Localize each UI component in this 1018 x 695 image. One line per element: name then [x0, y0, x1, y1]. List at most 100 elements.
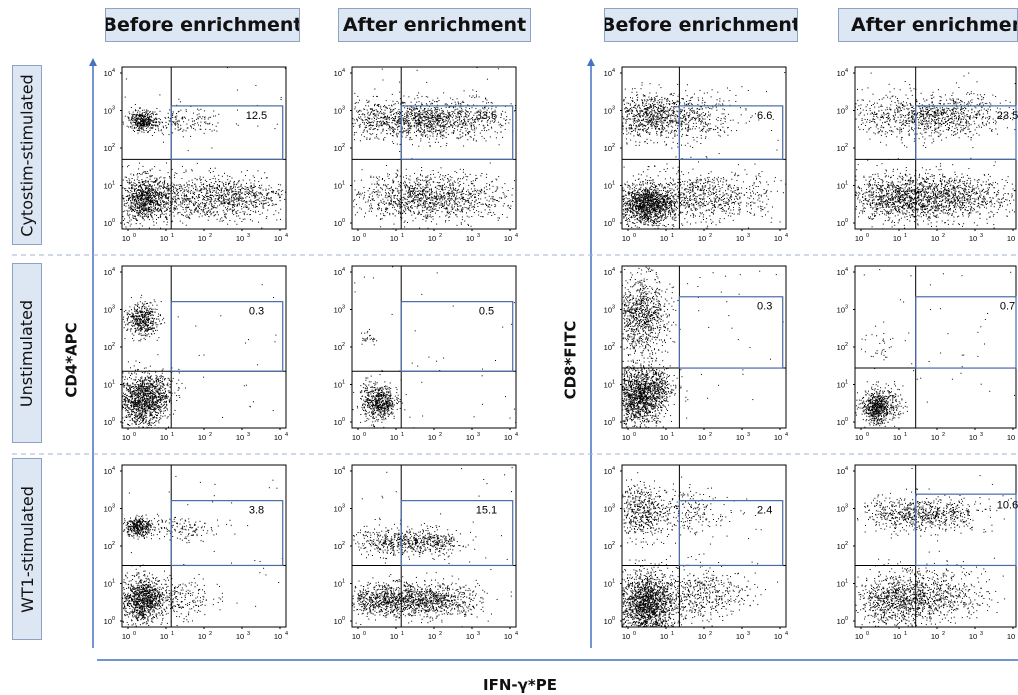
event-dot — [214, 188, 215, 189]
event-dot — [399, 151, 400, 152]
event-dot — [480, 133, 481, 134]
event-dot — [448, 205, 449, 206]
event-dot — [405, 123, 406, 124]
event-dot — [442, 118, 443, 119]
event-dot — [436, 192, 437, 193]
event-dot — [505, 123, 506, 124]
event-dot — [397, 198, 398, 199]
event-dot — [147, 124, 148, 125]
event-dot — [437, 125, 438, 126]
event-dot — [216, 201, 217, 202]
event-dot — [410, 202, 411, 203]
event-dot — [203, 209, 204, 210]
event-dot — [175, 172, 176, 173]
event-dot — [193, 113, 194, 114]
event-dot — [450, 115, 451, 116]
event-dot — [408, 187, 409, 188]
event-dot — [413, 211, 414, 212]
event-dot — [137, 124, 138, 125]
event-dot — [454, 206, 455, 207]
event-dot — [261, 197, 262, 198]
event-dot — [205, 195, 206, 196]
event-dot — [183, 209, 184, 210]
event-dot — [167, 193, 168, 194]
event-dot — [457, 210, 458, 211]
event-dot — [261, 178, 262, 179]
event-dot — [431, 110, 432, 111]
event-dot — [389, 118, 390, 119]
event-dot — [279, 197, 280, 198]
event-dot — [257, 199, 258, 200]
event-dot — [424, 117, 425, 118]
event-dot — [482, 130, 483, 131]
event-dot — [132, 178, 133, 179]
event-dot — [209, 184, 210, 185]
event-dot — [235, 212, 236, 213]
event-dot — [199, 197, 200, 198]
event-dot — [478, 195, 479, 196]
event-dot — [210, 195, 211, 196]
event-dot — [454, 110, 455, 111]
event-dot — [445, 221, 446, 222]
event-dot — [195, 186, 196, 187]
event-dot — [192, 124, 193, 125]
event-dot — [193, 128, 194, 129]
event-dot — [420, 180, 421, 181]
event-dot — [389, 122, 390, 123]
event-dot — [137, 206, 138, 207]
event-dot — [406, 178, 407, 179]
event-dot — [246, 193, 247, 194]
event-dot — [380, 108, 381, 109]
event-dot — [125, 188, 126, 189]
event-dot — [419, 110, 420, 111]
event-dot — [416, 108, 417, 109]
event-dot — [202, 203, 203, 204]
event-dot — [162, 208, 163, 209]
event-dot — [231, 189, 232, 190]
event-dot — [405, 186, 406, 187]
event-dot — [189, 204, 190, 205]
event-dot — [366, 137, 367, 138]
event-dot — [178, 130, 179, 131]
event-dot — [206, 188, 207, 189]
event-dot — [402, 102, 403, 103]
event-dot — [262, 194, 263, 195]
event-dot — [426, 114, 427, 115]
event-dot — [197, 122, 198, 123]
event-dot — [154, 192, 155, 193]
event-dot — [173, 187, 174, 188]
event-dot — [378, 114, 379, 115]
event-dot — [135, 110, 136, 111]
event-dot — [429, 189, 430, 190]
event-dot — [266, 218, 267, 219]
event-dot — [426, 111, 427, 112]
event-dot — [404, 185, 405, 186]
event-dot — [416, 195, 417, 196]
event-dot — [434, 124, 435, 125]
event-dot — [434, 110, 435, 111]
event-dot — [149, 190, 150, 191]
event-dot — [247, 196, 248, 197]
event-dot — [354, 93, 355, 94]
event-dot — [374, 189, 375, 190]
event-dot — [461, 224, 462, 225]
event-dot — [187, 191, 188, 192]
event-dot — [491, 205, 492, 206]
event-dot — [476, 178, 477, 179]
event-dot — [439, 198, 440, 199]
event-dot — [476, 95, 477, 96]
event-dot — [467, 125, 468, 126]
event-dot — [485, 209, 486, 210]
event-dot — [142, 194, 143, 195]
event-dot — [448, 174, 449, 175]
event-dot — [378, 192, 379, 193]
event-dot — [136, 191, 137, 192]
event-dot — [383, 140, 384, 141]
event-dot — [167, 203, 168, 204]
event-dot — [392, 192, 393, 193]
event-dot — [465, 113, 466, 114]
event-dot — [151, 188, 152, 189]
event-dot — [218, 114, 219, 115]
event-dot — [364, 192, 365, 193]
event-dot — [188, 187, 189, 188]
